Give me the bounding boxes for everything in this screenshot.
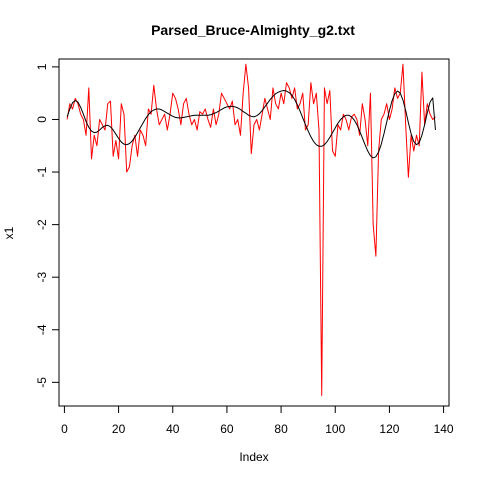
series-line-raw (66, 63, 436, 396)
x-tick-label: 20 (112, 422, 126, 436)
y-axis: 1 0 -1 -2 -3 -4 -5 (35, 63, 60, 388)
plot-area (66, 63, 436, 396)
y-tick-label: -1 (35, 166, 49, 177)
y-axis-label: x1 (2, 226, 16, 239)
x-tick-label: 100 (325, 422, 345, 436)
y-tick-label: 0 (35, 116, 49, 123)
y-tick-label: -5 (35, 377, 49, 388)
x-tick-label: 40 (166, 422, 180, 436)
x-tick-label: 60 (220, 422, 234, 436)
x-axis-label: Index (239, 450, 268, 464)
x-axis: 0 20 40 60 80 100 120 140 (61, 405, 454, 436)
chart-title: Parsed_Bruce-Almighty_g2.txt (151, 22, 355, 38)
x-tick-label: 120 (379, 422, 399, 436)
y-tick-label: -4 (35, 324, 49, 335)
series-line-smoothed (66, 90, 436, 159)
y-tick-label: 1 (35, 63, 49, 70)
y-tick-label: -3 (35, 272, 49, 283)
y-tick-label: -2 (35, 219, 49, 230)
x-tick-label: 80 (274, 422, 288, 436)
x-tick-label: 140 (434, 422, 454, 436)
x-tick-label: 0 (61, 422, 68, 436)
